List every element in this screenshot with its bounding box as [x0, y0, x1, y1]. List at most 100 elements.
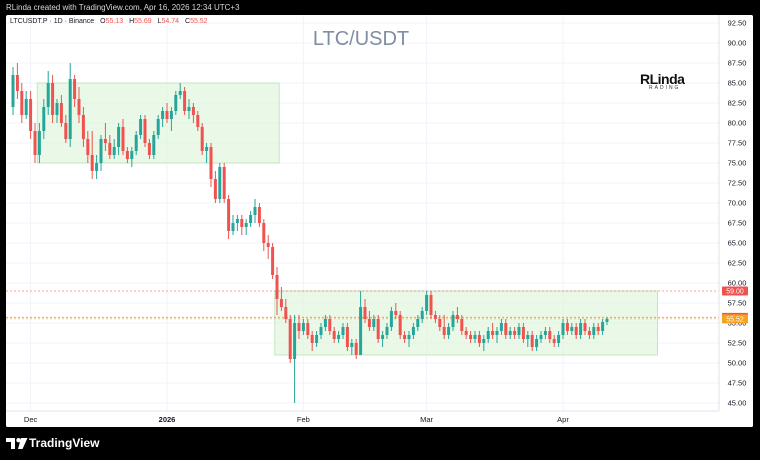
candlestick-chart[interactable]: 92.50 90.00 87.50 85.00 82.50 80.00 77.50 75.00…: [6, 15, 753, 427]
logo-main-text: RLinda: [640, 71, 685, 87]
candle-body: [605, 318, 609, 322]
candle-body: [579, 323, 583, 335]
time-tick-label: 2026: [159, 415, 176, 424]
candle-body: [161, 111, 165, 119]
time-tick-label: Mar: [420, 415, 433, 424]
candle-body: [477, 335, 481, 343]
tradingview-logo-icon: [6, 438, 28, 449]
price-tick-label: 50.00: [728, 359, 747, 368]
candle-body: [337, 335, 341, 339]
price-tick-label: 57.50: [728, 299, 747, 308]
candle-body: [451, 315, 455, 327]
chart-watermark-title: LTC/USDT: [312, 28, 410, 50]
candle-body: [222, 167, 226, 199]
candle-body: [253, 207, 257, 215]
candle-body: [117, 127, 121, 147]
candle-body: [504, 323, 508, 335]
candle-body: [20, 91, 24, 115]
candle-body: [438, 319, 442, 327]
price-tick-label: 80.00: [728, 119, 747, 128]
candle-body: [552, 339, 556, 343]
candle-body: [398, 315, 402, 335]
price-tick-label: 92.50: [728, 19, 747, 28]
candle-body: [68, 79, 72, 139]
candle-body: [328, 319, 332, 331]
candle-body: [147, 143, 151, 155]
low-label: L: [157, 18, 162, 25]
candle-body: [354, 343, 358, 355]
candle-body: [37, 131, 41, 155]
price-axis: 92.50 90.00 87.50 85.00 82.50 80.00 77.50 75.00…: [728, 19, 747, 408]
candle-body: [235, 219, 239, 223]
logo-sub-text: RADING: [649, 85, 681, 91]
candle-body: [257, 207, 261, 223]
candle-body: [15, 75, 19, 91]
candle-body: [345, 327, 349, 347]
candle-body: [11, 75, 15, 107]
chart-frame[interactable]: 92.50 90.00 87.50 85.00 82.50 80.00 77.50 75.00…: [6, 15, 753, 427]
candle-body: [33, 131, 37, 155]
candle-body: [565, 323, 569, 331]
candle-body: [385, 327, 389, 335]
candle-body: [29, 99, 33, 131]
ohlc-legend: LTCUSDT.P · 1D · Binance O55.13 H55.69 L…: [10, 18, 208, 25]
close-value: 55.52: [190, 18, 208, 25]
candle-body: [306, 323, 310, 335]
time-tick-label: Feb: [297, 415, 310, 424]
price-tick-label: 47.50: [728, 379, 747, 388]
candle-body: [240, 219, 244, 227]
candle-body: [244, 223, 248, 227]
candle-body: [517, 327, 521, 335]
high-value: 55.69: [134, 18, 152, 25]
attribution-text: RLinda created with TradingView.com, Apr…: [6, 3, 240, 12]
candle-body: [301, 323, 305, 331]
candle-body: [42, 107, 46, 131]
candle-body: [341, 327, 345, 335]
candle-body: [464, 331, 468, 335]
candle-body: [350, 343, 354, 347]
candle-body: [315, 335, 319, 343]
candle-body: [473, 335, 477, 339]
candle-body: [442, 327, 446, 335]
candle-body: [416, 319, 420, 327]
candle-body: [86, 139, 90, 155]
candle-body: [279, 299, 283, 307]
candle-body: [394, 311, 398, 315]
price-zone: [274, 290, 658, 356]
candle-body: [367, 319, 371, 327]
price-tick-label: 62.50: [728, 259, 747, 268]
candle-body: [583, 323, 587, 331]
candle-body: [187, 107, 191, 111]
candle-body: [310, 335, 314, 343]
candle-body: [557, 335, 561, 343]
price-tick-label: 82.50: [728, 99, 747, 108]
candle-body: [389, 311, 393, 327]
candle-body: [570, 327, 574, 331]
candle-body: [218, 167, 222, 199]
open-value: 55.13: [105, 18, 124, 25]
candle-body: [535, 339, 539, 347]
candle-body: [200, 127, 204, 151]
candle-body: [526, 335, 530, 339]
candle-body: [319, 327, 323, 335]
candle-body: [165, 111, 169, 119]
candle-body: [495, 331, 499, 335]
candle-body: [143, 119, 147, 143]
candle-body: [271, 247, 275, 275]
tradingview-brand: TradingView: [29, 436, 100, 450]
candle-body: [130, 151, 134, 159]
candle-body: [574, 327, 578, 335]
candle-body: [596, 327, 600, 331]
candle-body: [51, 83, 55, 115]
open-label: O: [100, 18, 106, 25]
candle-body: [469, 335, 473, 339]
candle-body: [125, 151, 129, 159]
candle-body: [275, 275, 279, 299]
candle-body: [587, 331, 591, 335]
price-tag-label: 59.00: [726, 289, 744, 296]
price-tag-box: [722, 314, 748, 324]
candle-body: [288, 319, 292, 359]
candle-body: [323, 319, 327, 327]
price-tag-label: 55.52: [726, 316, 744, 323]
